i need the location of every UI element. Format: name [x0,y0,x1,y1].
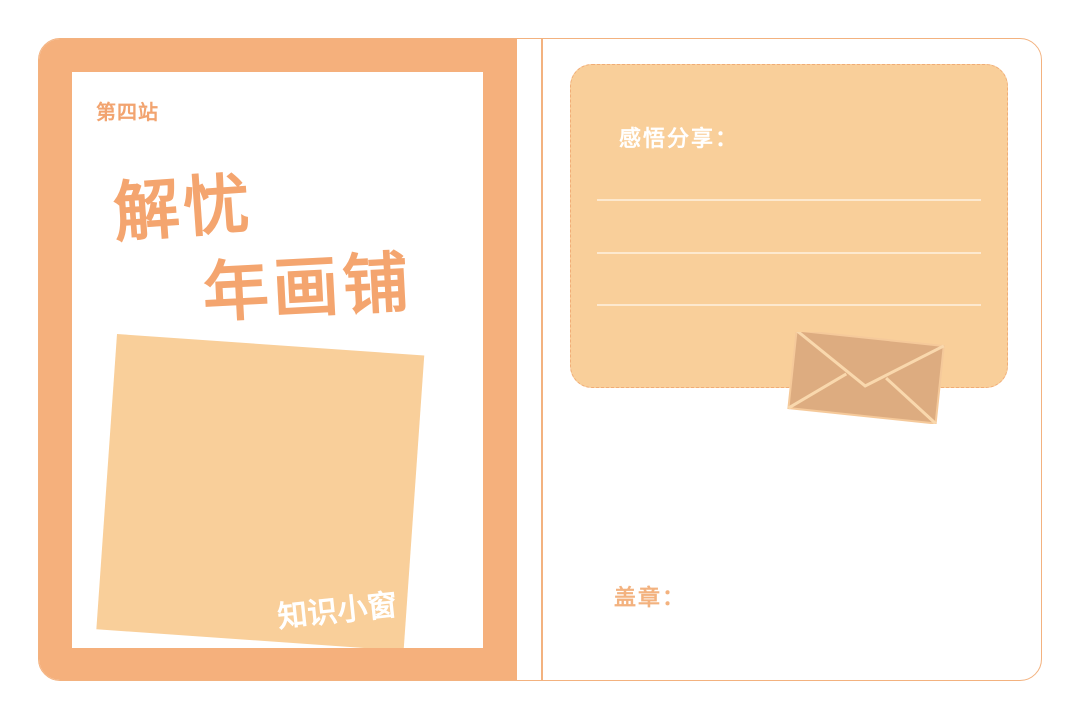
page-divider [541,39,543,680]
reflection-box[interactable]: 感悟分享： [570,64,1008,388]
reflection-label: 感悟分享： [619,127,740,152]
stamp-label: 盖章： [614,586,687,611]
writing-line [597,199,981,201]
left-cover-panel: 第四站 解忧 年画铺 知识小窗 [39,39,517,680]
writing-line [597,252,981,254]
writing-line [597,304,981,306]
station-label: 第四站 [96,100,159,124]
envelope-icon [787,332,945,424]
cover-sheet: 第四站 解忧 年画铺 知识小窗 [72,72,483,648]
page-title-line-2: 年画铺 [200,243,415,332]
